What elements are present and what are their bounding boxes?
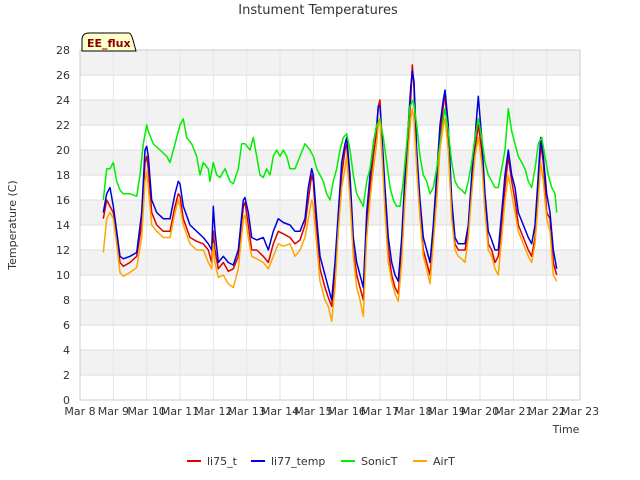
legend-label-li75-t: li75_t: [207, 455, 238, 468]
y-tick-label: 0: [63, 394, 70, 407]
y-tick-label: 20: [56, 144, 70, 157]
y-tick-label: 28: [56, 44, 70, 57]
x-tick-label: Mar 21: [494, 405, 532, 418]
plot-band: [80, 50, 580, 75]
x-tick-label: Mar 12: [194, 405, 232, 418]
x-tick-label: Mar 10: [128, 405, 166, 418]
station-badge-shape: [81, 32, 137, 52]
y-tick-label: 6: [63, 319, 70, 332]
y-tick-label: 26: [56, 69, 70, 82]
legend-label-li77-temp: li77_temp: [271, 455, 325, 468]
y-tick-label: 2: [63, 369, 70, 382]
x-tick-label: Mar 11: [161, 405, 199, 418]
x-tick-label: Mar 9: [98, 405, 129, 418]
y-tick-label: 8: [63, 294, 70, 307]
x-tick-label: Mar 16: [328, 405, 366, 418]
x-tick-label: Mar 18: [394, 405, 432, 418]
plot-band: [80, 200, 580, 225]
x-axis-label: Time: [552, 423, 580, 436]
x-tick-label: Mar 20: [461, 405, 499, 418]
legend-label-airt: AirT: [433, 455, 455, 468]
x-tick-label: Mar 19: [428, 405, 466, 418]
y-tick-label: 18: [56, 169, 70, 182]
y-tick-label: 16: [56, 194, 70, 207]
y-tick-label: 14: [56, 219, 70, 232]
series-line-sonict: [102, 99, 558, 213]
plot-area: [79, 49, 581, 401]
plot-band: [80, 350, 580, 375]
plot-band: [80, 100, 580, 125]
x-tick-label: Mar 8: [64, 405, 95, 418]
y-axis-label: Temperature (C): [6, 180, 19, 270]
y-tick-label: 24: [56, 94, 70, 107]
plot-band: [80, 250, 580, 275]
station-badge: EE_flux: [81, 32, 137, 52]
chart-title: Instument Temperatures: [238, 3, 398, 18]
x-tick-label: Mar 13: [228, 405, 266, 418]
series-line-li77-temp: [102, 70, 558, 301]
y-tick-label: 22: [56, 119, 70, 132]
y-tick-label: 4: [63, 344, 70, 357]
series-lines: [102, 64, 558, 323]
y-tick-label: 10: [56, 269, 70, 282]
legend-label-sonict: SonicT: [361, 455, 398, 468]
x-tick-label: Mar 14: [261, 405, 299, 418]
x-tick-label: Mar 15: [294, 405, 332, 418]
x-tick-label: Mar 17: [361, 405, 399, 418]
x-tick-label: Mar 23: [561, 405, 599, 418]
plot-bands: [80, 50, 580, 375]
y-tick-label: 12: [56, 244, 70, 257]
station-label: EE_flux: [87, 37, 131, 50]
series-line-airt: [102, 108, 558, 323]
x-tick-label: Mar 22: [528, 405, 566, 418]
plot-band: [80, 150, 580, 175]
legend: li75_t li77_temp SonicT AirT: [187, 455, 455, 468]
